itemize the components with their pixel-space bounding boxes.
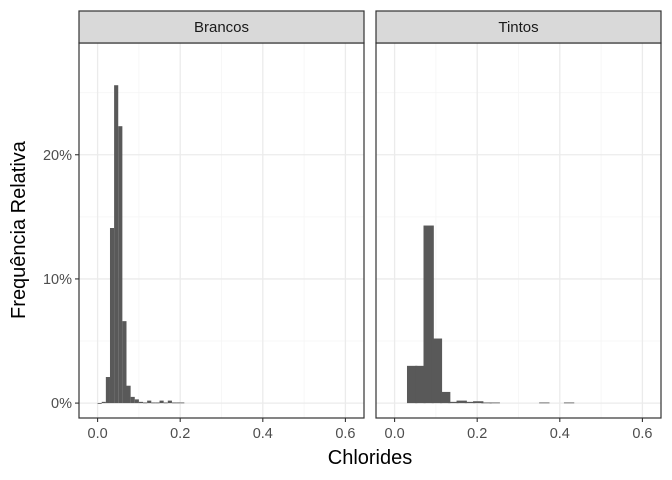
histogram-bar — [130, 396, 135, 404]
histogram-bar — [406, 365, 418, 404]
histogram-bar — [114, 85, 119, 404]
histogram-bar — [101, 401, 106, 404]
x-tick-label: 0.4 — [253, 426, 273, 442]
x-tick-label: 0.0 — [385, 426, 405, 442]
facet-strip — [78, 10, 365, 44]
x-tick-label: 0.0 — [88, 426, 108, 442]
histogram-bar — [151, 402, 156, 404]
histogram-bar — [456, 400, 467, 404]
histogram-bar — [431, 338, 443, 404]
x-tick-label: 0.2 — [170, 426, 190, 442]
histogram-bar — [464, 401, 476, 404]
histogram-bar — [163, 402, 168, 404]
x-tick-label: 0.6 — [632, 426, 652, 442]
y-tick-label: 10% — [43, 272, 72, 288]
histogram-bar — [105, 377, 110, 404]
facet-strip — [375, 10, 662, 44]
histogram-bar — [176, 402, 181, 404]
panel-tintos: Tintos 0.0 0.2 0.4 0.6 — [375, 10, 662, 442]
histogram-bar — [159, 400, 164, 404]
histogram-bar — [134, 399, 139, 404]
histogram-bar — [171, 402, 177, 404]
histogram-bar — [539, 402, 550, 404]
histogram-bar — [473, 401, 484, 404]
facet-strip-label: Brancos — [194, 19, 249, 36]
histogram-bar — [122, 321, 127, 404]
histogram-bar — [138, 401, 144, 404]
panels-layer: Brancos 0.0 0.2 0.4 0.6 0% 10% 20% Tintos 0.0 0.2 0… — [43, 10, 662, 442]
histogram-bar — [167, 400, 172, 404]
x-tick-label: 0.2 — [467, 426, 487, 442]
y-axis-title: Frequência Relativa — [8, 140, 30, 319]
histogram-bar — [481, 402, 492, 404]
y-tick-label: 20% — [43, 148, 72, 164]
histogram-bar — [415, 365, 426, 404]
histogram-bar — [448, 401, 459, 404]
histogram-bar — [440, 391, 451, 404]
histogram-bar — [155, 402, 160, 404]
x-tick-label: 0.4 — [550, 426, 570, 442]
histogram-bar — [118, 126, 123, 404]
histogram-bar — [180, 402, 185, 404]
histogram-bar — [489, 402, 500, 404]
facet-strip-label: Tintos — [498, 19, 538, 36]
histogram-bar — [563, 402, 575, 404]
histogram-bar — [109, 228, 115, 404]
x-axis-title: Chlorides — [328, 447, 412, 469]
y-tick-label: 0% — [51, 396, 72, 412]
x-tick-label: 0.6 — [335, 426, 355, 442]
histogram-bar — [97, 403, 102, 404]
panel-brancos: Brancos 0.0 0.2 0.4 0.6 0% 10% 20% — [43, 10, 365, 442]
histogram-bar — [147, 400, 152, 404]
histogram-bar — [143, 402, 148, 404]
histogram-bar — [126, 385, 131, 404]
histogram-bar — [423, 225, 434, 404]
